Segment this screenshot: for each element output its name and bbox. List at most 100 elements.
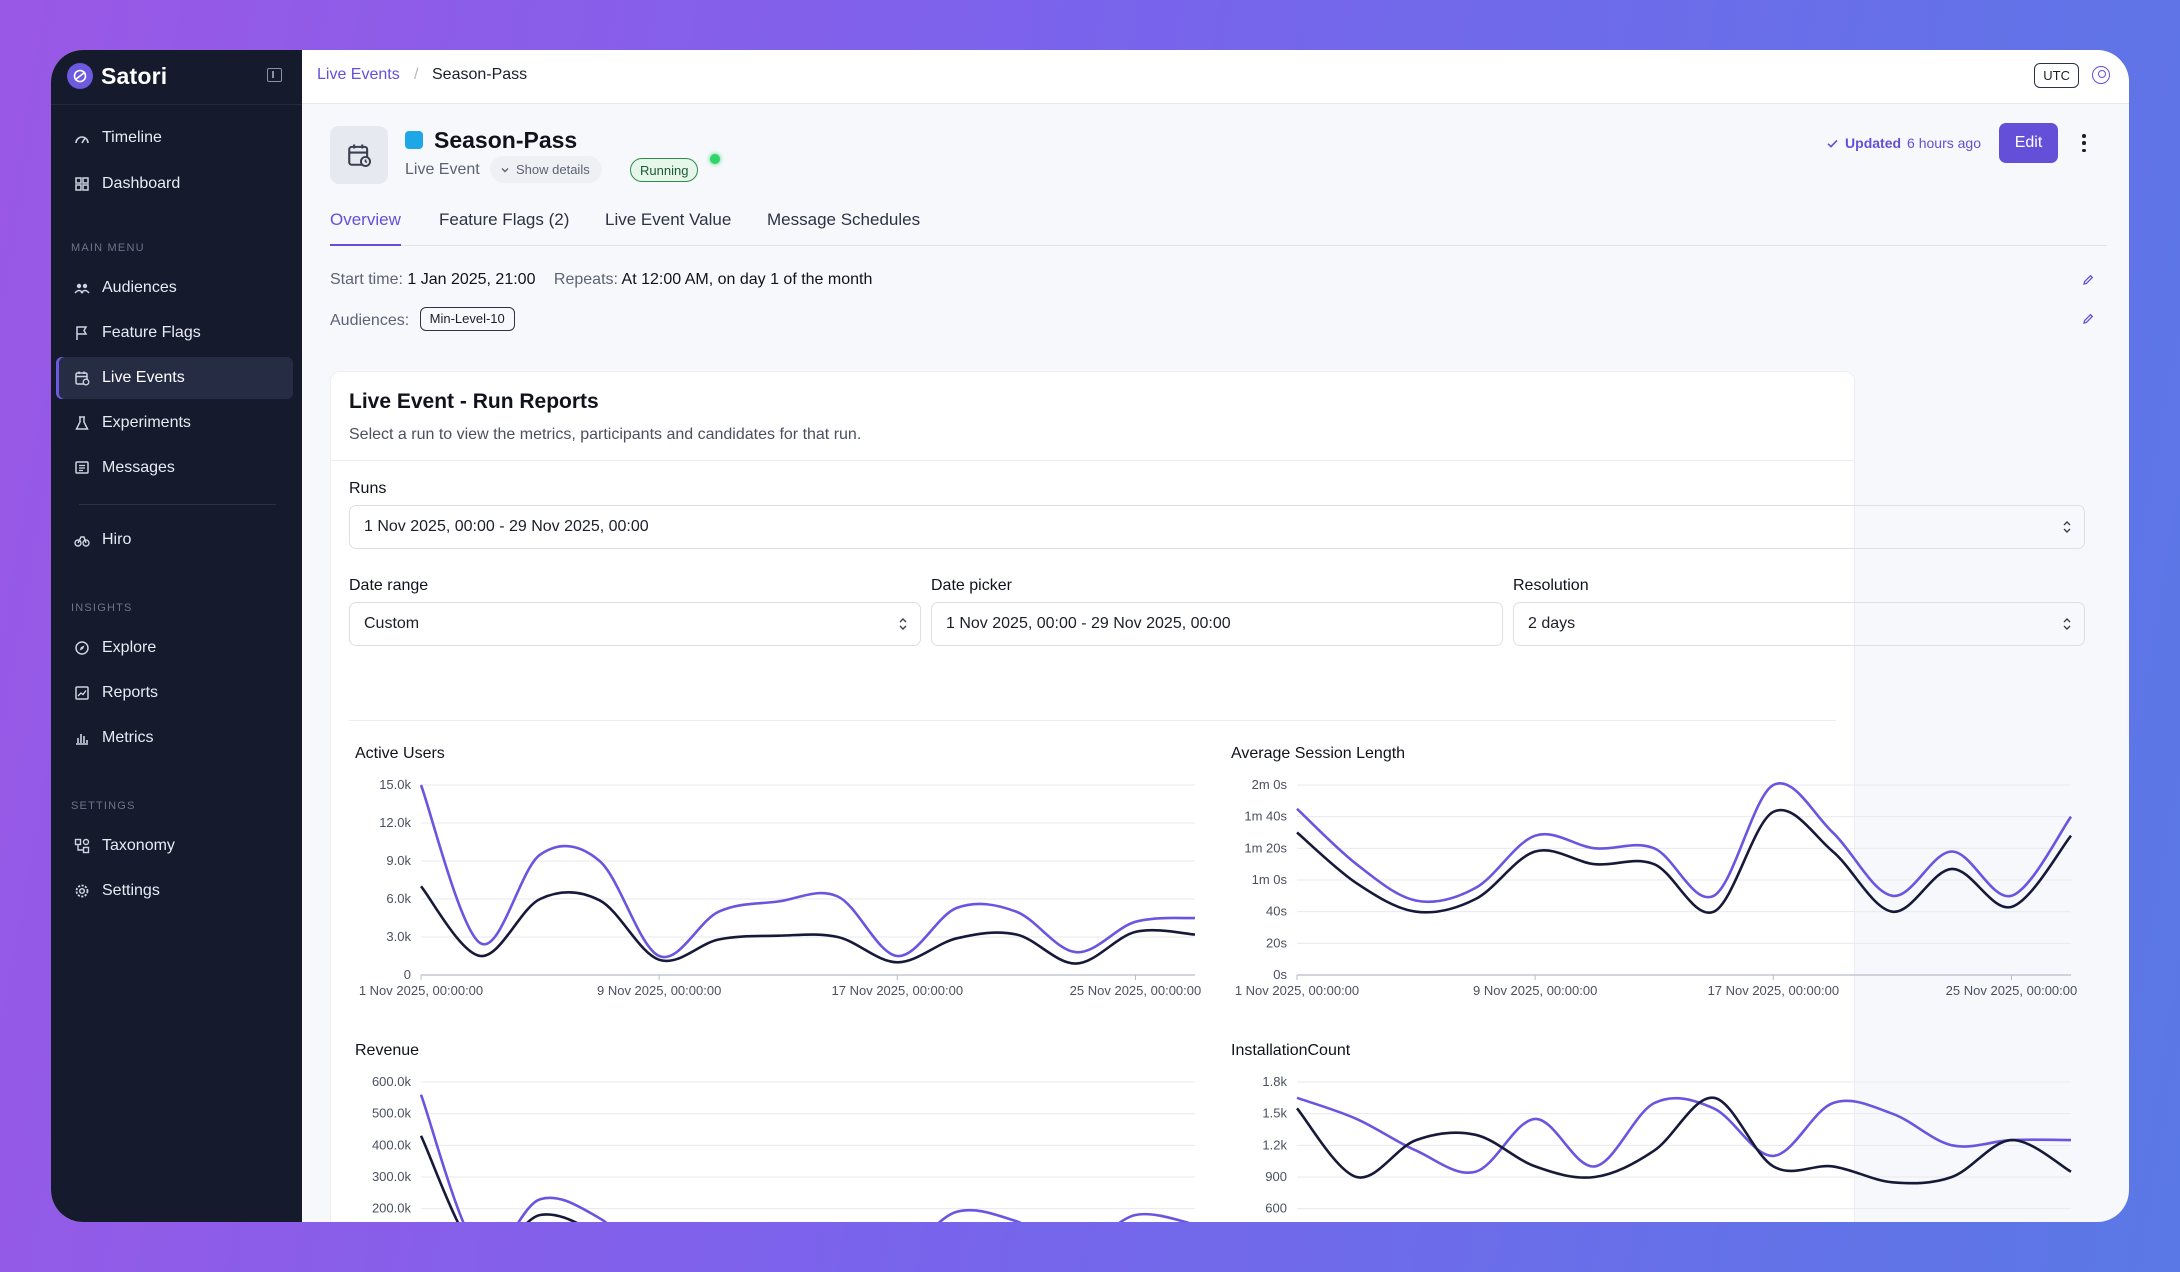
y-tick-label: 1m 20s bbox=[1244, 840, 1287, 855]
sidebar-collapse-icon[interactable] bbox=[267, 68, 282, 82]
sidebar-item-metrics[interactable]: Metrics bbox=[56, 717, 293, 759]
user-account-icon[interactable] bbox=[2092, 66, 2110, 84]
show-details-label: Show details bbox=[516, 162, 590, 177]
repeats-value: At 12:00 AM, on day 1 of the month bbox=[621, 271, 873, 288]
sidebar-item-dashboard[interactable]: Dashboard bbox=[56, 163, 293, 205]
audiences-row: Audiences: Min-Level-10 bbox=[330, 307, 515, 333]
chart-plot: 0s 20s 40s 1m 0s 1m 20s 1m 40s 2m 0s 1 Nov 2025… bbox=[1235, 777, 2078, 998]
y-tick-label: 400.0k bbox=[372, 1137, 412, 1152]
gear-icon bbox=[74, 883, 90, 899]
messages-icon bbox=[74, 460, 90, 476]
y-tick-label: 3.0k bbox=[386, 929, 411, 944]
app-window: Satori Timeline Dashboard MAIN MENU Audi… bbox=[51, 50, 2129, 1222]
chart-title: Active Users bbox=[355, 745, 445, 762]
sidebar-item-label: Live Events bbox=[102, 369, 185, 386]
sidebar-item-reports[interactable]: Reports bbox=[56, 672, 293, 714]
series-navy-line[interactable] bbox=[1296, 808, 2073, 914]
start-time-label: Start time: bbox=[330, 271, 403, 288]
sidebar-item-label: Audiences bbox=[102, 279, 177, 296]
runs-select[interactable]: 1 Nov 2025, 00:00 - 29 Nov 2025, 00:00 bbox=[349, 505, 2085, 549]
series-purple-line[interactable] bbox=[419, 784, 1196, 959]
installation-count-chart: InstallationCount 300 600 900 1.2k 1.5k 1.8k bbox=[1231, 1042, 2091, 1222]
live-event-icon bbox=[330, 126, 388, 184]
select-chevron-icon bbox=[2063, 618, 2071, 630]
sidebar-item-feature-flags[interactable]: Feature Flags bbox=[56, 312, 293, 354]
sidebar-item-label: Timeline bbox=[102, 129, 162, 146]
y-tick-label: 600 bbox=[1265, 1201, 1287, 1216]
run-reports-description: Select a run to view the metrics, partic… bbox=[349, 426, 862, 443]
sidebar-item-audiences[interactable]: Audiences bbox=[56, 267, 293, 309]
series-purple-line[interactable] bbox=[1296, 781, 2073, 904]
chart-plot: 0 3.0k 6.0k 9.0k 12.0k 15.0k 1 Nov 2025, 00:00… bbox=[359, 777, 1202, 998]
y-tick-label: 0s bbox=[1273, 967, 1287, 982]
sidebar-item-hiro[interactable]: Hiro bbox=[56, 519, 293, 561]
series-purple-line[interactable] bbox=[419, 1094, 1195, 1222]
app-logo[interactable]: Satori bbox=[67, 61, 167, 91]
tab-feature-flags[interactable]: Feature Flags (2) bbox=[439, 210, 570, 229]
main-menu-heading: MAIN MENU bbox=[71, 242, 145, 254]
y-tick-label: 1.2k bbox=[1262, 1137, 1287, 1152]
tab-overview[interactable]: Overview bbox=[330, 210, 401, 246]
select-chevron-icon bbox=[2063, 521, 2071, 533]
edit-audiences-pencil-icon[interactable] bbox=[2081, 312, 2095, 326]
sidebar-item-label: Settings bbox=[102, 882, 160, 899]
audience-chip[interactable]: Min-Level-10 bbox=[419, 307, 515, 331]
y-tick-label: 20s bbox=[1266, 935, 1287, 950]
edit-button[interactable]: Edit bbox=[1999, 123, 2058, 163]
series-navy-line[interactable] bbox=[1296, 1096, 2072, 1185]
series-navy-line[interactable] bbox=[419, 885, 1196, 965]
sidebar-item-label: Experiments bbox=[102, 414, 191, 431]
main-content: Live Events / Season-Pass UTC Season-Pas… bbox=[302, 50, 2129, 1222]
more-options-icon[interactable] bbox=[2081, 134, 2087, 152]
y-tick-label: 1.5k bbox=[1262, 1106, 1287, 1121]
event-color-swatch bbox=[405, 131, 423, 149]
date-picker-input[interactable]: 1 Nov 2025, 00:00 - 29 Nov 2025, 00:00 bbox=[931, 602, 1503, 646]
breadcrumb-parent-link[interactable]: Live Events bbox=[317, 66, 400, 83]
x-tick-label: 1 Nov 2025, 00:00:00 bbox=[359, 983, 483, 998]
audiences-label: Audiences: bbox=[330, 312, 410, 330]
date-range-select[interactable]: Custom bbox=[349, 602, 921, 646]
sidebar-item-taxonomy[interactable]: Taxonomy bbox=[56, 825, 293, 867]
settings-heading: SETTINGS bbox=[71, 800, 136, 812]
x-tick-label: 9 Nov 2025, 00:00:00 bbox=[1473, 983, 1597, 998]
resolution-select[interactable]: 2 days bbox=[1513, 602, 2085, 646]
sidebar: Satori Timeline Dashboard MAIN MENU Audi… bbox=[51, 50, 302, 1222]
series-navy-line[interactable] bbox=[419, 1135, 1195, 1222]
breadcrumb-current: Season-Pass bbox=[432, 66, 528, 83]
chart-title: Revenue bbox=[355, 1042, 420, 1059]
satori-logo-icon bbox=[67, 63, 93, 89]
sidebar-item-label: Dashboard bbox=[102, 175, 181, 192]
x-tick-label: 25 Nov 2025, 00:00:00 bbox=[1070, 983, 1202, 998]
sidebar-item-settings[interactable]: Settings bbox=[56, 870, 293, 912]
sidebar-item-explore[interactable]: Explore bbox=[56, 627, 293, 669]
series-purple-line[interactable] bbox=[1296, 1096, 2072, 1174]
edit-schedule-pencil-icon[interactable] bbox=[2081, 273, 2095, 287]
card-divider bbox=[331, 460, 1854, 461]
updated-ago: 6 hours ago bbox=[1907, 135, 1981, 151]
sidebar-divider bbox=[79, 504, 276, 505]
tab-live-event-value[interactable]: Live Event Value bbox=[605, 210, 732, 229]
sidebar-item-experiments[interactable]: Experiments bbox=[56, 402, 293, 444]
tab-message-schedules[interactable]: Message Schedules bbox=[767, 210, 921, 229]
revenue-chart: Revenue 100.0k 200.0k 300.0k 400.0k 500.0k 60… bbox=[355, 1042, 1215, 1222]
compass-icon bbox=[74, 640, 90, 656]
sidebar-item-live-events[interactable]: Live Events bbox=[56, 357, 293, 399]
active-users-chart: Active Users 0 3.0k 6.0k 9.0k 12.0k 15.0k 1 No… bbox=[355, 745, 1215, 1025]
sidebar-item-messages[interactable]: Messages bbox=[56, 447, 293, 489]
page-title: Season-Pass bbox=[434, 127, 578, 153]
x-tick-label: 25 Nov 2025, 00:00:00 bbox=[1946, 983, 2078, 998]
resolution-value: 2 days bbox=[1528, 615, 1576, 632]
flask-icon bbox=[74, 415, 90, 431]
date-picker-value: 1 Nov 2025, 00:00 - 29 Nov 2025, 00:00 bbox=[946, 615, 1231, 632]
x-tick-label: 17 Nov 2025, 00:00:00 bbox=[832, 983, 964, 998]
y-tick-label: 1m 40s bbox=[1244, 809, 1287, 824]
sidebar-item-timeline[interactable]: Timeline bbox=[56, 117, 293, 159]
chart-title: Average Session Length bbox=[1231, 745, 1406, 762]
show-details-button[interactable]: Show details bbox=[490, 156, 602, 183]
calendar-icon bbox=[74, 370, 90, 386]
chevron-down-icon bbox=[501, 167, 509, 172]
timezone-button[interactable]: UTC bbox=[2034, 63, 2079, 88]
sidebar-item-label: Reports bbox=[102, 684, 159, 701]
runs-label: Runs bbox=[349, 480, 387, 497]
